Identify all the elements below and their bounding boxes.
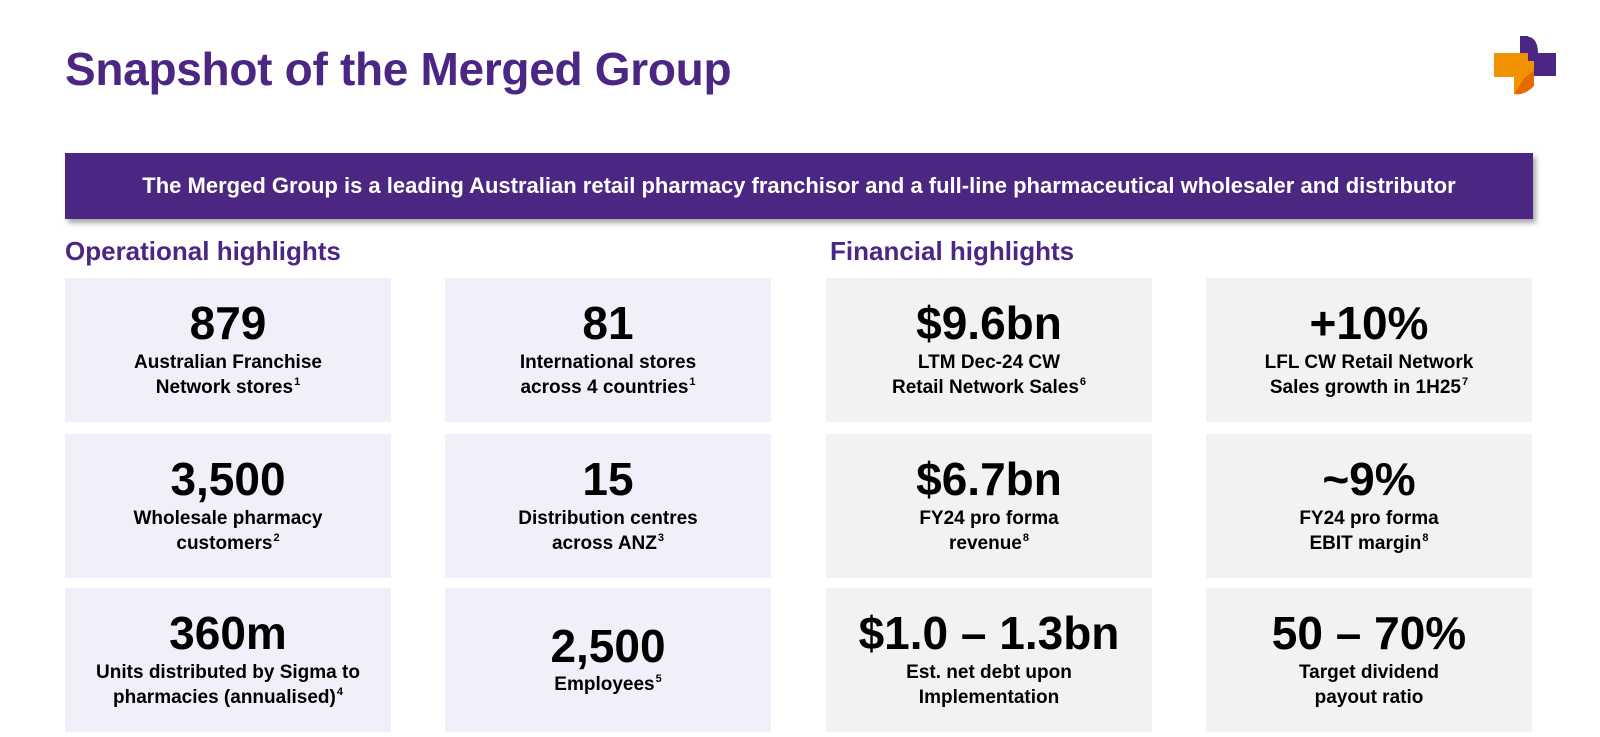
stat-value: 2,500 xyxy=(550,619,666,672)
footnote-ref: 2 xyxy=(273,531,280,544)
stat-value: +10% xyxy=(1309,297,1429,350)
footnote-ref: 7 xyxy=(1461,375,1469,388)
stat-line-2: across 4 countries xyxy=(520,376,689,398)
stat-line-2: customers xyxy=(176,532,273,554)
stat-card-wholesale-customers: 3,500 Wholesale pharmacy customers2 xyxy=(65,434,391,578)
stat-line-1: International stores xyxy=(519,352,697,374)
footnote-ref: 3 xyxy=(657,531,664,544)
stat-line-2: Retail Network Sales xyxy=(891,376,1079,398)
stat-card-employees: 2,500 Employees5 xyxy=(445,588,771,732)
stat-card-franchise-stores: 879 Australian Franchise Network stores1 xyxy=(65,278,391,422)
footnote-ref: 8 xyxy=(1422,531,1429,544)
stat-line-1: Target dividend xyxy=(1298,662,1440,684)
stat-line-2: pharmacies (annualised) xyxy=(113,686,336,708)
stat-line-1: LFL CW Retail Network xyxy=(1264,352,1474,374)
stat-card-dividend-payout: 50 – 70% Target dividend payout ratio xyxy=(1206,588,1532,732)
stat-card-sales-growth: +10% LFL CW Retail Network Sales growth … xyxy=(1206,278,1532,422)
stat-card-distribution-centres: 15 Distribution centres across ANZ3 xyxy=(445,434,771,578)
stat-line-1: Units distributed by Sigma to xyxy=(96,662,360,684)
footnote-ref: 6 xyxy=(1079,375,1087,388)
stat-line-2: Implementation xyxy=(918,686,1060,708)
footnote-ref: 1 xyxy=(689,375,696,388)
stat-description: Wholesale pharmacy customers2 xyxy=(133,507,322,556)
page-title: Snapshot of the Merged Group xyxy=(65,43,732,95)
footnote-ref: 1 xyxy=(294,375,301,388)
stat-value: $9.6bn xyxy=(916,297,1062,350)
stat-line-2: across ANZ xyxy=(551,532,657,554)
company-logo-icon xyxy=(1494,36,1556,95)
stat-card-international-stores: 81 International stores across 4 countri… xyxy=(445,278,771,422)
stat-line-1: Distribution centres xyxy=(518,508,698,530)
stat-value: 360m xyxy=(169,607,287,660)
stat-line-1: LTM Dec-24 CW xyxy=(917,352,1061,374)
stat-description: FY24 pro forma revenue8 xyxy=(919,507,1058,556)
stat-line-2: revenue xyxy=(949,532,1022,554)
stat-description: Employees5 xyxy=(554,673,661,698)
footnote-ref: 5 xyxy=(655,673,662,686)
footnote-ref: 4 xyxy=(336,685,343,698)
stat-card-net-debt: $1.0 – 1.3bn Est. net debt upon Implemen… xyxy=(826,588,1152,732)
stat-value: ~9% xyxy=(1322,453,1416,506)
financial-highlights-heading: Financial highlights xyxy=(830,236,1075,266)
stat-description: Distribution centres across ANZ3 xyxy=(518,507,697,556)
summary-banner: The Merged Group is a leading Australian… xyxy=(65,153,1533,219)
stat-line-1: FY24 pro forma xyxy=(1299,508,1439,530)
stat-value: $6.7bn xyxy=(916,453,1062,506)
stat-line-1: Employees xyxy=(554,674,655,696)
stat-description: Target dividend payout ratio xyxy=(1299,661,1439,710)
stat-value: 15 xyxy=(582,453,634,506)
stat-description: Est. net debt upon Implementation xyxy=(906,661,1072,710)
summary-banner-text: The Merged Group is a leading Australian… xyxy=(142,173,1456,198)
stat-line-1: Wholesale pharmacy xyxy=(133,508,323,530)
stat-card-ebit-margin: ~9% FY24 pro forma EBIT margin8 xyxy=(1206,434,1532,578)
stat-description: LTM Dec-24 CW Retail Network Sales6 xyxy=(892,351,1086,400)
stat-description: FY24 pro forma EBIT margin8 xyxy=(1299,507,1438,556)
stat-line-2: payout ratio xyxy=(1314,686,1424,708)
stat-line-2: Network stores xyxy=(155,376,294,398)
stat-description: International stores across 4 countries1 xyxy=(520,351,696,400)
stat-description: LFL CW Retail Network Sales growth in 1H… xyxy=(1265,351,1474,400)
stat-card-revenue: $6.7bn FY24 pro forma revenue8 xyxy=(826,434,1152,578)
stat-line-1: Est. net debt upon xyxy=(906,662,1072,684)
stat-line-2: Sales growth in 1H25 xyxy=(1269,376,1461,398)
stat-value: 879 xyxy=(189,297,267,350)
stat-line-1: FY24 pro forma xyxy=(919,508,1059,530)
stat-value: 3,500 xyxy=(170,453,286,506)
stat-value: 81 xyxy=(582,297,634,350)
stat-card-units-distributed: 360m Units distributed by Sigma to pharm… xyxy=(65,588,391,732)
stat-card-retail-network-sales: $9.6bn LTM Dec-24 CW Retail Network Sale… xyxy=(826,278,1152,422)
stat-value: 50 – 70% xyxy=(1271,607,1467,660)
stat-line-1: Australian Franchise xyxy=(134,352,322,374)
stat-description: Australian Franchise Network stores1 xyxy=(134,351,322,400)
stat-line-2: EBIT margin xyxy=(1309,532,1422,554)
stat-value: $1.0 – 1.3bn xyxy=(858,607,1120,660)
footnote-ref: 8 xyxy=(1022,531,1029,544)
stat-description: Units distributed by Sigma to pharmacies… xyxy=(96,661,360,710)
operational-highlights-heading: Operational highlights xyxy=(65,236,341,266)
